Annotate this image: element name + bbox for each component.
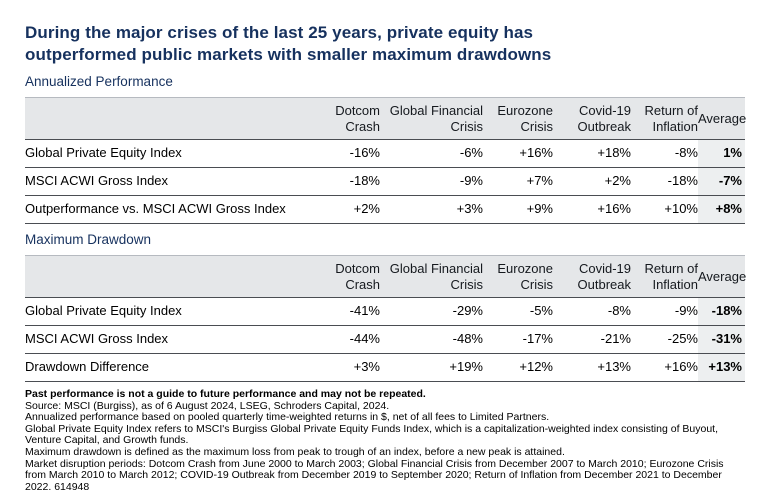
table-row-global-private-equity-index: Global Private Equity Index -16% -6% +16… xyxy=(25,139,745,168)
value-cell: -9% xyxy=(380,167,483,196)
footnote-market-disruption-periods: Market disruption periods: Dotcom Crash … xyxy=(25,457,724,493)
value-cell: -9% xyxy=(631,297,698,326)
column-header-average: Average xyxy=(698,255,746,298)
footnotes: Past performance is not a guide to futur… xyxy=(25,388,747,493)
row-label: Drawdown Difference xyxy=(25,353,330,382)
table-row-drawdown-difference: Drawdown Difference +3% +19% +12% +13% +… xyxy=(25,353,745,382)
value-cell: +9% xyxy=(483,195,553,224)
footnote-global-private-equity-index: Global Private Equity Index refers to MS… xyxy=(25,422,719,447)
value-cell: -18% xyxy=(330,167,380,196)
value-cell: +2% xyxy=(553,167,631,196)
header-row: Dotcom Crash Global Financial Crisis Eur… xyxy=(25,255,746,298)
value-cell: +13% xyxy=(553,353,631,382)
value-cell: -17% xyxy=(483,325,553,354)
value-cell: -21% xyxy=(553,325,631,354)
table-row-msci-acwi-gross-index: MSCI ACWI Gross Index -18% -9% +7% +2% -… xyxy=(25,167,745,196)
value-cell: +18% xyxy=(553,139,631,168)
value-cell: +7% xyxy=(483,167,553,196)
value-cell: -41% xyxy=(330,297,380,326)
column-header-average: Average xyxy=(698,97,746,140)
table-row-outperformance: Outperformance vs. MSCI ACWI Gross Index… xyxy=(25,195,745,224)
footnote-annualized-performance: Annualized performance based on pooled q… xyxy=(25,411,550,424)
row-label-header xyxy=(25,255,330,298)
row-label: Global Private Equity Index xyxy=(25,297,330,326)
value-cell: +19% xyxy=(380,353,483,382)
column-header-global-financial-crisis: Global Financial Crisis xyxy=(380,255,483,298)
column-header-dotcom-crash: Dotcom Crash xyxy=(330,97,380,140)
row-label: MSCI ACWI Gross Index xyxy=(25,325,330,354)
value-cell: +2% xyxy=(330,195,380,224)
column-header-return-of-inflation: Return of Inflation xyxy=(631,97,698,140)
section-label-annualized-performance: Annualized Performance xyxy=(25,74,173,89)
average-value-cell: +8% xyxy=(698,195,745,224)
column-header-global-financial-crisis: Global Financial Crisis xyxy=(380,97,483,140)
average-value-cell: -7% xyxy=(698,167,745,196)
maximum-drawdown-table: Dotcom Crash Global Financial Crisis Eur… xyxy=(25,255,746,382)
value-cell: +10% xyxy=(631,195,698,224)
column-header-dotcom-crash: Dotcom Crash xyxy=(330,255,380,298)
value-cell: -29% xyxy=(380,297,483,326)
value-cell: -48% xyxy=(380,325,483,354)
value-cell: -6% xyxy=(380,139,483,168)
footnote-source: Source: MSCI (Burgiss), as of 6 August 2… xyxy=(25,399,390,412)
value-cell: -8% xyxy=(553,297,631,326)
row-label-header xyxy=(25,97,330,140)
footnote-maximum-drawdown: Maximum drawdown is defined as the maxim… xyxy=(25,445,565,458)
page-title: During the major crises of the last 25 y… xyxy=(25,23,552,64)
row-label: Outperformance vs. MSCI ACWI Gross Index xyxy=(25,195,330,224)
value-cell: -44% xyxy=(330,325,380,354)
header-row: Dotcom Crash Global Financial Crisis Eur… xyxy=(25,97,746,140)
average-value-cell: +13% xyxy=(698,353,745,382)
table-row-global-private-equity-index: Global Private Equity Index -41% -29% -5… xyxy=(25,297,745,326)
value-cell: -25% xyxy=(631,325,698,354)
average-value-cell: 1% xyxy=(698,139,745,168)
value-cell: +3% xyxy=(330,353,380,382)
value-cell: -8% xyxy=(631,139,698,168)
value-cell: +16% xyxy=(483,139,553,168)
value-cell: -16% xyxy=(330,139,380,168)
row-label: MSCI ACWI Gross Index xyxy=(25,167,330,196)
column-header-return-of-inflation: Return of Inflation xyxy=(631,255,698,298)
value-cell: +12% xyxy=(483,353,553,382)
section-label-maximum-drawdown: Maximum Drawdown xyxy=(25,232,152,247)
column-header-eurozone-crisis: Eurozone Crisis xyxy=(483,255,553,298)
row-label: Global Private Equity Index xyxy=(25,139,330,168)
column-header-covid-19-outbreak: Covid-19 Outbreak xyxy=(553,97,631,140)
value-cell: +3% xyxy=(380,195,483,224)
column-header-covid-19-outbreak: Covid-19 Outbreak xyxy=(553,255,631,298)
average-value-cell: -31% xyxy=(698,325,745,354)
value-cell: +16% xyxy=(553,195,631,224)
value-cell: -18% xyxy=(631,167,698,196)
table-row-msci-acwi-gross-index: MSCI ACWI Gross Index -44% -48% -17% -21… xyxy=(25,325,745,354)
average-value-cell: -18% xyxy=(698,297,745,326)
column-header-eurozone-crisis: Eurozone Crisis xyxy=(483,97,553,140)
value-cell: +16% xyxy=(631,353,698,382)
value-cell: -5% xyxy=(483,297,553,326)
annualized-performance-table: Dotcom Crash Global Financial Crisis Eur… xyxy=(25,97,746,224)
footnote-past-performance: Past performance is not a guide to futur… xyxy=(25,388,426,400)
